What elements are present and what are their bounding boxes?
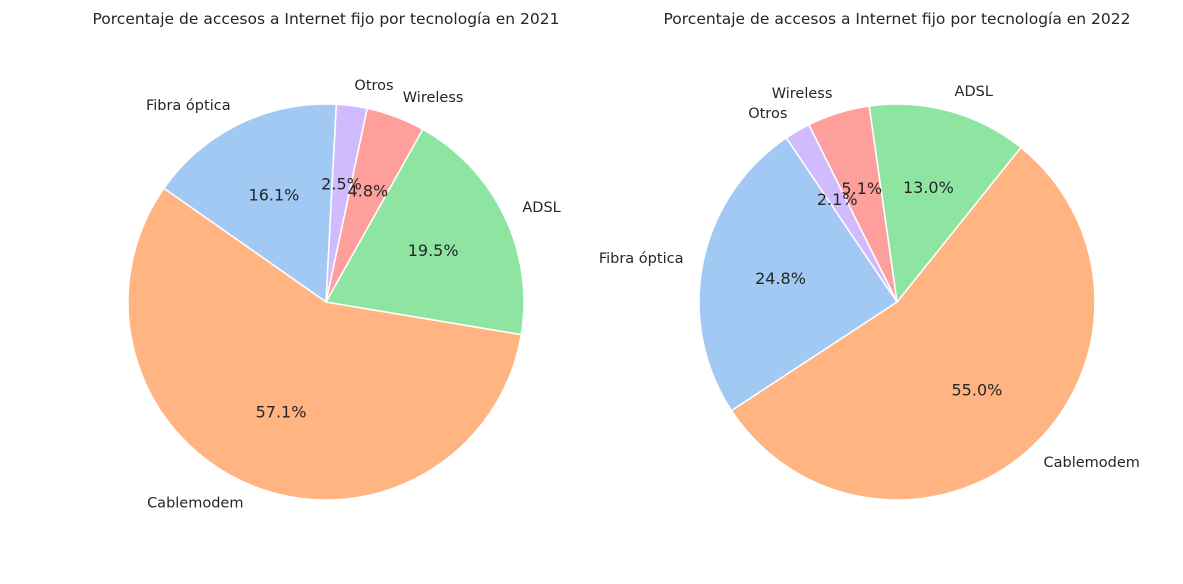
slice-percent-otros: 2.1% [817,190,858,209]
pie-slice-otros [785,123,898,303]
slice-label-adsl: ADSL [955,84,993,100]
chart-title-2022: Porcentaje de accesos a Internet fijo po… [663,10,1130,28]
pie-slice-cablemodem [127,187,523,501]
pie-slice-otros [325,103,368,303]
slice-percent-otros: 2.5% [321,175,362,194]
slice-label-otros: Otros [748,106,787,122]
slice-percent-fibra-optica: 16.1% [249,186,300,205]
slice-label-fibra-optica: Fibra óptica [599,251,684,267]
pie-slice-adsl [868,103,1022,303]
pie-chart-2021: Porcentaje de accesos a Internet fijo po… [92,10,560,512]
slice-label-cablemodem: Cablemodem [1044,455,1140,471]
slice-percent-adsl: 19.5% [408,241,459,260]
slice-percent-fibra-optica: 24.8% [755,269,806,288]
pie-slice-adsl [325,128,525,336]
pie-slices-2022 [698,103,1096,501]
slice-label-wireless: Wireless [403,90,464,106]
slice-percent-cablemodem: 57.1% [256,402,307,421]
slice-label-wireless: Wireless [772,86,833,102]
chart-title-2021: Porcentaje de accesos a Internet fijo po… [92,10,559,28]
pie-slice-fibra-optica [163,103,338,303]
pie-labels-2022: Fibra óptica 24.8% Cablemodem 55.0% ADSL 13.0… [599,84,1140,471]
slice-percent-adsl: 13.0% [903,178,954,197]
slice-percent-wireless: 4.8% [348,181,389,200]
pie-slice-fibra-optica [698,137,898,412]
slice-label-otros: Otros [354,78,393,94]
slice-percent-cablemodem: 55.0% [952,380,1003,399]
pie-slice-cablemodem [730,146,1096,501]
slice-label-adsl: ADSL [522,200,560,216]
pie-chart-2022: Porcentaje de accesos a Internet fijo po… [599,10,1140,501]
slice-label-fibra-optica: Fibra óptica [146,98,231,114]
slice-percent-wireless: 5.1% [841,179,882,198]
pie-slices-2021 [127,103,525,501]
slice-label-cablemodem: Cablemodem [147,496,243,512]
pie-labels-2021: Fibra óptica 16.1% Cablemodem 57.1% ADSL 19.5… [146,78,561,512]
